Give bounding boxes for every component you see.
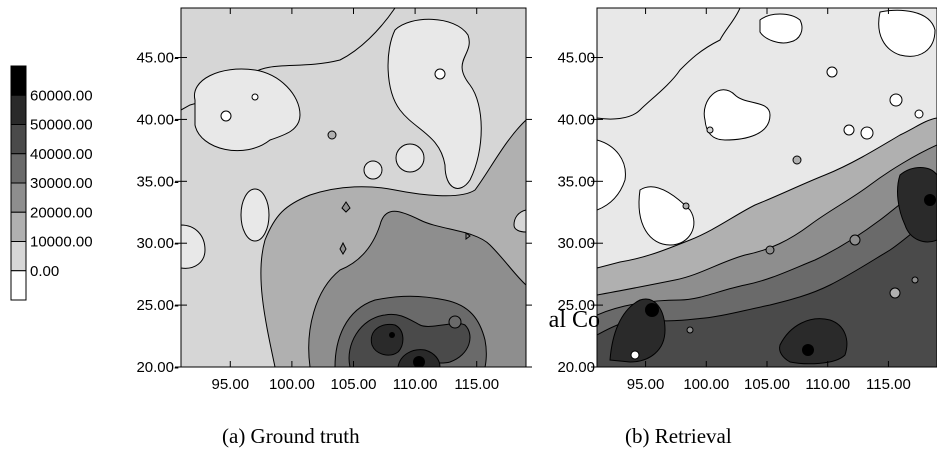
- panel-retrieval: 95.00 100.00 105.00 110.00 115.00 20.00 25.00 3…: [557, 7, 937, 393]
- y-tick-label: 30.00-: [136, 235, 179, 252]
- x-tick-label: 100.00: [269, 376, 315, 393]
- colorbar-label: 10000.00: [30, 234, 93, 251]
- x-tick-label: 100.00: [683, 376, 729, 393]
- ticks-retrieval: 95.00 100.00 105.00 110.00 115.00 20.00 25.00 3…: [557, 8, 911, 393]
- x-tick-label: 95.00: [212, 376, 250, 393]
- caption-ground-truth: (a) Ground truth: [222, 424, 360, 448]
- colorbar-label: 0.00: [30, 263, 59, 280]
- x-tick-label: 110.00: [393, 376, 438, 393]
- colorbar-box: [10, 153, 27, 184]
- y-tick-label: 45.00-: [136, 50, 179, 67]
- x-tick-label: 115.00: [866, 376, 911, 393]
- colorbar-box: [10, 270, 27, 301]
- contour-fill-retrieval: [597, 8, 937, 367]
- colorbar-label: 60000.00: [30, 87, 93, 104]
- colorbar-box: [10, 65, 27, 96]
- panel-ground-truth: 95.00 100.00 105.00 110.00 115.00 20.00- 25.00…: [136, 7, 532, 393]
- x-tick-label: 105.00: [744, 376, 790, 393]
- x-tick-label: 95.00: [627, 376, 665, 393]
- y-tick-label: 20.00-: [136, 359, 179, 376]
- colorbar-label: 50000.00: [30, 117, 93, 134]
- colorbar-box: [10, 211, 27, 242]
- y-tick-label: 40.00: [557, 111, 595, 128]
- y-tick-label: 30.00: [557, 235, 595, 252]
- x-tick-label: 115.00: [454, 376, 499, 393]
- y-tick-label: 25.00: [557, 297, 595, 314]
- caption-retrieval: (b) Retrieval: [625, 424, 732, 448]
- contour-fill-ground-truth: [181, 8, 526, 367]
- y-tick-label: 35.00: [557, 173, 595, 190]
- colorbar-box: [10, 94, 27, 125]
- colorbar-label: 30000.00: [30, 175, 93, 192]
- x-tick-label: 105.00: [331, 376, 377, 393]
- y-tick-label: 45.00: [557, 50, 595, 67]
- y-tick-label: 20.00: [557, 359, 595, 376]
- colorbar-box: [10, 124, 27, 155]
- y-tick-label: 35.00-: [136, 173, 179, 190]
- colorbar-box: [10, 182, 27, 213]
- x-tick-label: 110.00: [805, 376, 850, 393]
- ticks-ground-truth: 95.00 100.00 105.00 110.00 115.00 20.00- 25.00…: [136, 8, 532, 393]
- overlay-text: al Co: [549, 307, 600, 333]
- colorbar-label: 40000.00: [30, 146, 93, 163]
- y-tick-label: 40.00-: [136, 111, 179, 128]
- colorbar: 60000.00 50000.00 40000.00 30000.00 20000.00…: [10, 65, 93, 301]
- colorbar-box: [10, 241, 27, 272]
- y-tick-label: 25.00-: [136, 297, 179, 314]
- colorbar-label: 20000.00: [30, 204, 93, 221]
